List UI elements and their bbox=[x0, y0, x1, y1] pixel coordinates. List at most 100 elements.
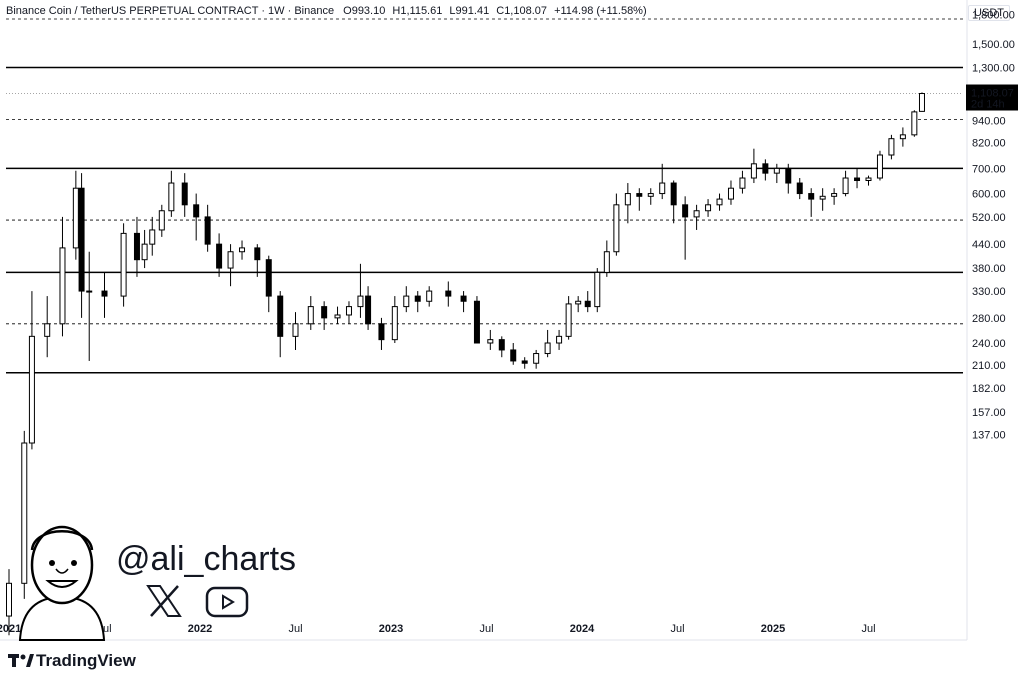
y-tick-label: 240.00 bbox=[972, 338, 1006, 350]
candle-body bbox=[334, 314, 341, 319]
candle-body bbox=[101, 290, 108, 297]
candle-body bbox=[120, 232, 127, 297]
candle-body bbox=[204, 216, 211, 245]
candle-body bbox=[727, 187, 734, 200]
candle-body bbox=[78, 187, 85, 292]
candle-body bbox=[575, 300, 582, 305]
candle-body bbox=[888, 138, 895, 156]
candle-body bbox=[636, 193, 643, 197]
candle-body bbox=[321, 306, 328, 319]
candle-body bbox=[624, 193, 631, 206]
candle-body bbox=[682, 204, 689, 218]
candle-body bbox=[193, 204, 200, 218]
candle-body bbox=[141, 243, 148, 261]
candle-body bbox=[181, 182, 188, 206]
y-tick-label: 700.00 bbox=[972, 163, 1006, 175]
candle-body bbox=[28, 335, 35, 444]
candle-body bbox=[785, 167, 792, 184]
candle-body bbox=[670, 182, 677, 206]
candle-body bbox=[168, 182, 175, 212]
chart-header: Binance Coin / TetherUS PERPETUAL CONTRA… bbox=[6, 5, 647, 17]
candle-body bbox=[521, 360, 528, 364]
candle-body bbox=[216, 243, 223, 269]
y-tick-label: 1,500.00 bbox=[972, 39, 1015, 51]
candle-body bbox=[254, 247, 261, 261]
candle-body bbox=[86, 290, 93, 293]
candle-body bbox=[819, 195, 826, 200]
social-handle: @ali_charts bbox=[116, 540, 297, 578]
candle-body bbox=[842, 177, 849, 195]
candle-body bbox=[6, 582, 12, 617]
y-tick-label: 820.00 bbox=[972, 138, 1006, 150]
tradingview-logo[interactable]: TradingView bbox=[8, 651, 136, 671]
candle-body bbox=[403, 295, 410, 308]
candle-body bbox=[227, 251, 234, 269]
candle-body bbox=[918, 93, 925, 112]
candle-body bbox=[498, 339, 505, 351]
candle-body bbox=[808, 193, 815, 200]
y-tick-label: 1,800.00 bbox=[972, 9, 1015, 21]
candle-body bbox=[460, 295, 467, 302]
candle-body bbox=[796, 182, 803, 195]
y-tick-label: 440.00 bbox=[972, 239, 1006, 251]
x-tick-label: Jul bbox=[861, 623, 875, 635]
candle-body bbox=[762, 163, 769, 174]
tradingview-brand: TradingView bbox=[36, 651, 136, 670]
y-tick-label: 940.00 bbox=[972, 115, 1006, 127]
x-tick-label: Jul bbox=[670, 623, 684, 635]
candle-body bbox=[391, 306, 398, 341]
candle-body bbox=[239, 247, 246, 253]
y-tick-label: 280.00 bbox=[972, 313, 1006, 325]
candle-body bbox=[72, 187, 79, 249]
candle-body bbox=[265, 259, 272, 297]
candle-body bbox=[603, 251, 610, 273]
x-tick-label: 2022 bbox=[188, 623, 212, 635]
ohlc-high: H1,115.61 bbox=[392, 5, 443, 17]
x-tick-label: Jul bbox=[288, 623, 302, 635]
y-tick-label: 520.00 bbox=[972, 212, 1006, 224]
candle-body bbox=[365, 295, 372, 325]
x-tick-label: Jul bbox=[97, 623, 111, 635]
candle-body bbox=[426, 290, 433, 302]
last-price-badge bbox=[966, 84, 1018, 111]
candle-body bbox=[414, 295, 421, 302]
candle-body bbox=[773, 167, 780, 174]
ohlc-low: L991.41 bbox=[449, 5, 490, 17]
candle-body bbox=[357, 295, 364, 308]
candle-body bbox=[613, 204, 620, 253]
candle-body bbox=[345, 306, 352, 316]
y-tick-label: 182.00 bbox=[972, 383, 1006, 395]
candle-body bbox=[445, 290, 452, 297]
candle-body bbox=[44, 323, 51, 337]
candle-body bbox=[647, 193, 654, 197]
candle-body bbox=[831, 193, 838, 197]
candle-body bbox=[911, 111, 918, 136]
candle-body bbox=[149, 229, 156, 245]
candle-body bbox=[716, 198, 723, 206]
currency-selector[interactable]: USDT bbox=[968, 5, 1010, 21]
candle-body bbox=[705, 204, 712, 212]
y-tick-label: 157.00 bbox=[972, 407, 1006, 419]
candle-body bbox=[277, 295, 284, 337]
candle-body bbox=[544, 342, 551, 355]
candle-body bbox=[133, 232, 140, 261]
candle-body bbox=[473, 300, 480, 344]
candle-body bbox=[487, 339, 494, 344]
candle-body bbox=[307, 306, 314, 325]
candle-body bbox=[659, 182, 666, 195]
candle-body bbox=[693, 210, 700, 218]
candle-body bbox=[865, 177, 872, 182]
candle-body bbox=[533, 353, 540, 364]
y-tick-label: 1,300.00 bbox=[972, 62, 1015, 74]
candle-body bbox=[854, 177, 861, 182]
candle-body bbox=[510, 349, 517, 362]
y-tick-label: 330.00 bbox=[972, 286, 1006, 298]
last-price-value: 1,108.07 bbox=[971, 88, 1014, 100]
ohlc-change: +114.98 (+11.58%) bbox=[554, 5, 647, 17]
x-tick-label: 2023 bbox=[379, 623, 403, 635]
candle-body bbox=[594, 271, 601, 308]
candle-body bbox=[750, 163, 757, 179]
tradingview-mark-icon bbox=[8, 651, 36, 671]
x-tick-label: 2021 bbox=[0, 623, 21, 635]
